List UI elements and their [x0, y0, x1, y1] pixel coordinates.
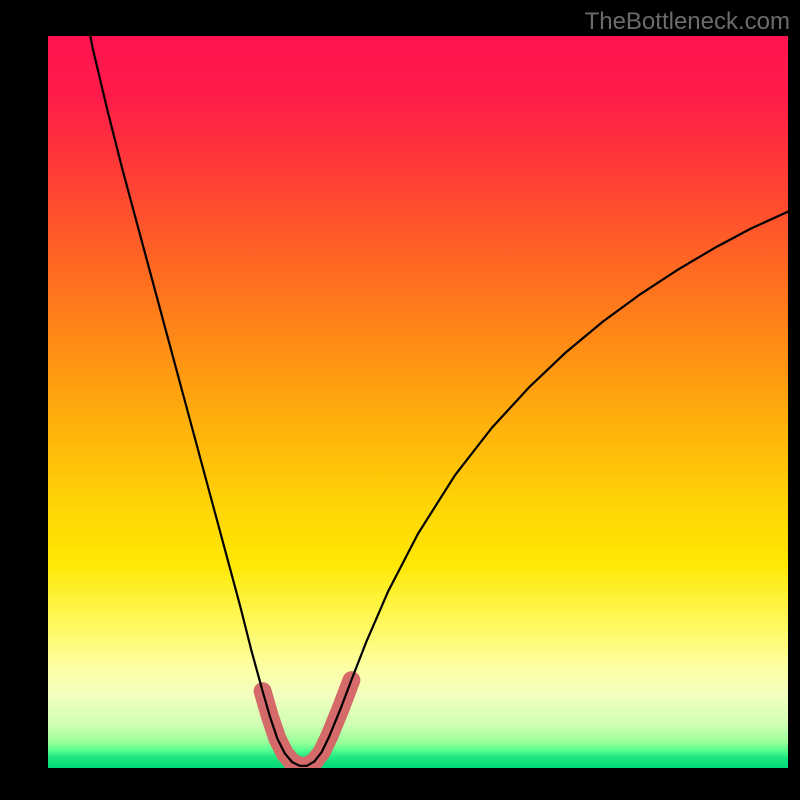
chart-canvas: [0, 0, 800, 800]
watermark-text: TheBottleneck.com: [585, 8, 790, 36]
bottleneck-chart: TheBottleneck.com: [0, 0, 800, 800]
gradient-background: [48, 36, 788, 768]
